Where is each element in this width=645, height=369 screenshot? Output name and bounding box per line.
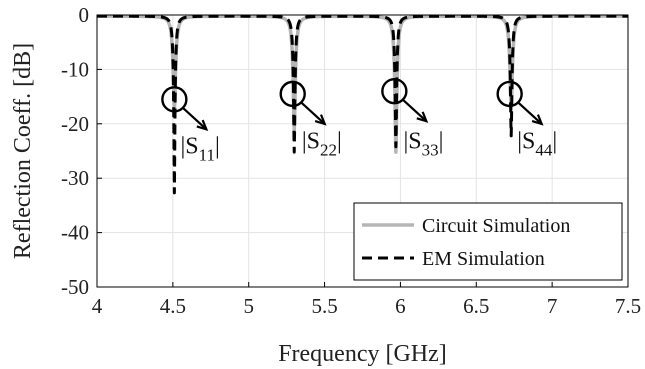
resonance-marker-circle <box>381 77 408 105</box>
legend-label-circuit: Circuit Simulation <box>422 215 570 237</box>
x-tick-label: 7 <box>547 294 558 318</box>
y-tick-label: -10 <box>61 57 89 81</box>
x-tick-label: 4 <box>92 294 103 318</box>
legend-box <box>353 202 623 281</box>
x-tick-label: 5 <box>243 294 254 318</box>
y-tick-label: -50 <box>61 275 89 299</box>
resonance-label: |S44| <box>517 128 557 159</box>
resonance-label: |S11| <box>180 134 219 165</box>
x-tick-label: 6.5 <box>463 294 489 318</box>
y-tick-label: -20 <box>61 112 89 136</box>
legend-label-em: EM Simulation <box>422 248 545 270</box>
x-tick-label: 6 <box>395 294 406 318</box>
x-axis-label: Frequency [GHz] <box>278 341 447 367</box>
resonance-label: |S33| <box>403 128 443 159</box>
y-axis-label: Reflection Coeff. [dB] <box>10 43 36 259</box>
y-tick-label: -30 <box>61 166 89 190</box>
annotation-arrow-shaft <box>182 107 208 131</box>
resonance-marker-circle <box>496 80 523 108</box>
em-simulation-curve <box>95 14 630 195</box>
y-tick-label: -40 <box>61 221 89 245</box>
x-tick-label: 5.5 <box>311 294 337 318</box>
resonance-label: |S22| <box>302 128 342 159</box>
annotation-arrow-head <box>196 119 209 132</box>
annotation-arrow-shaft <box>300 102 326 125</box>
annotation-arrow-head <box>416 111 429 123</box>
y-tick-label: 0 <box>79 3 90 27</box>
plot-curves <box>95 14 630 195</box>
annotation-arrow-shaft <box>402 99 428 122</box>
resonance-marker-circle <box>161 86 188 113</box>
x-tick-label: 7.5 <box>615 294 641 318</box>
tick-labels: 4 4.5 5 5.5 6 6.5 7 7.5 0 -10 -20 -30 -40 -50 <box>61 3 641 318</box>
plot-frame <box>96 14 629 288</box>
annotations: |S11| |S22| |S33| |S44| <box>161 77 557 165</box>
annotation-arrow-head <box>314 114 327 126</box>
resonance-marker-circle <box>279 80 306 108</box>
annotation-arrow-head <box>531 114 544 126</box>
legend: Circuit Simulation EM Simulation <box>353 202 623 281</box>
x-tick-label: 4.5 <box>160 294 186 318</box>
annotation-arrow-shaft <box>517 102 543 125</box>
